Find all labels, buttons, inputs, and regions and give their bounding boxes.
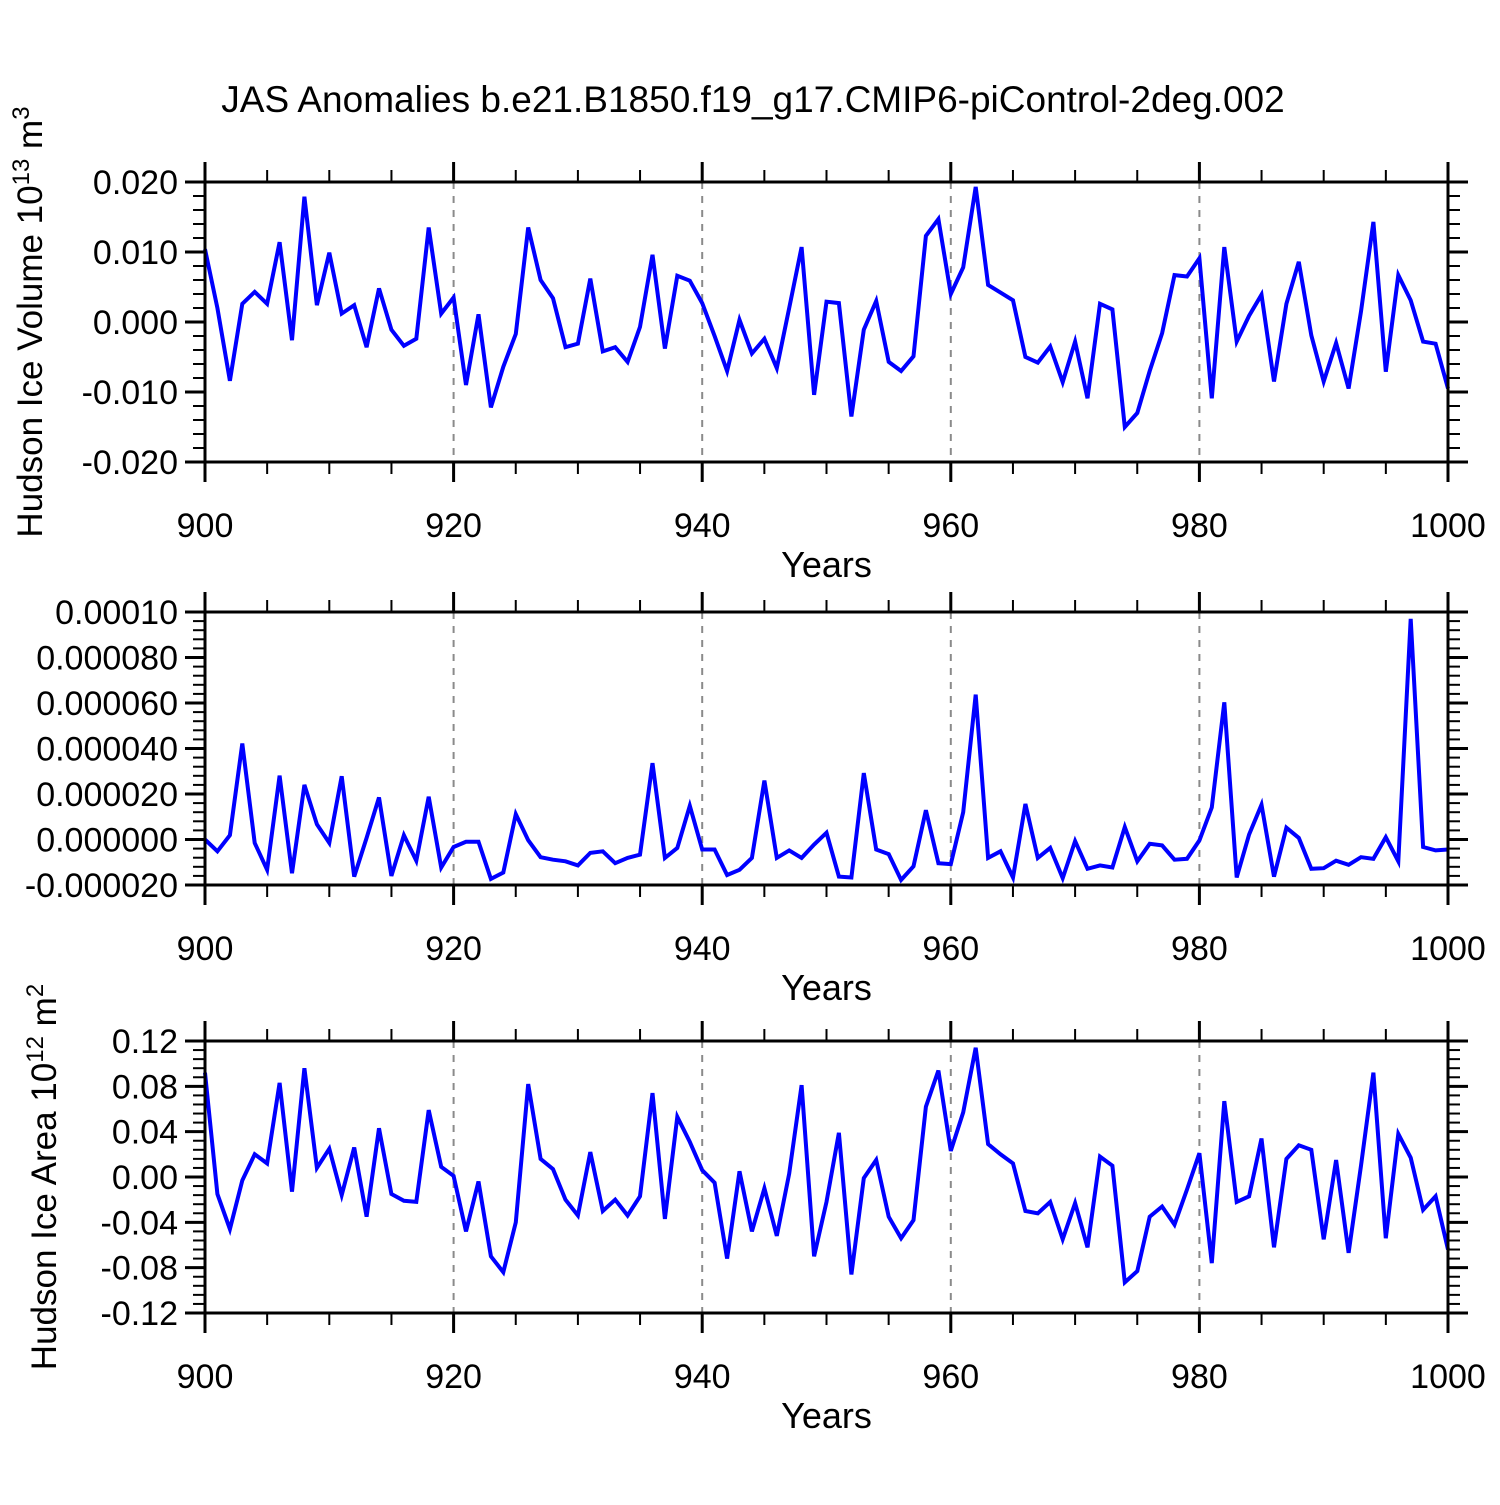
y-axis-title-area: Hudson Ice Area 1012 m2 [22, 984, 65, 1370]
y-tick-label: 0.000000 [36, 822, 178, 860]
chart-title: JAS Anomalies b.e21.B1850.f19_g17.CMIP6-… [221, 79, 1284, 120]
data-line [203, 186, 1450, 432]
y-axis-title-area-unit-exponent: 2 [22, 984, 49, 997]
y-tick-label: 0.020 [93, 164, 178, 202]
y-tick-label: 0.12 [112, 1023, 178, 1061]
axes-frame [203, 610, 1450, 887]
y-tick-label: -0.04 [101, 1204, 179, 1242]
axes-frame [203, 180, 1450, 464]
y-tick-label: -0.010 [82, 374, 178, 412]
y-axis-title-volume: Hudson Ice Volume 1013 m3 [8, 106, 51, 537]
x-tick-label: 960 [922, 507, 979, 545]
y-tick-label: -0.08 [101, 1250, 179, 1288]
x-axis-title: Years [781, 967, 872, 1008]
y-axis-title-volume-unit-exponent: 3 [8, 106, 35, 119]
data-line [203, 1047, 1450, 1287]
y-tick-label: -0.12 [101, 1295, 179, 1333]
panel-middle: 0.00010 0.000080 0.000060 0.000040 0.000020 0… [25, 592, 1486, 1008]
x-tick-label: 1000 [1410, 1358, 1486, 1396]
x-tick-label: 980 [1171, 507, 1228, 545]
x-tick-label: 920 [425, 930, 482, 968]
x-axis-title: Years [781, 1395, 872, 1436]
y-tick-label: -0.020 [82, 444, 178, 482]
y-tick-label: 0.000080 [36, 640, 178, 678]
y-tick-label: -0.000020 [25, 867, 178, 905]
x-tick-label: 920 [425, 1358, 482, 1396]
x-tick-label: 920 [425, 507, 482, 545]
y-tick-label: 0.08 [112, 1068, 178, 1106]
y-axis-title-volume-unit: m [11, 120, 50, 159]
x-tick-label: 1000 [1410, 507, 1486, 545]
y-axis-title-volume-exponent: 13 [8, 159, 35, 186]
x-tick-label: 1000 [1410, 930, 1486, 968]
x-tick-label: 980 [1171, 930, 1228, 968]
y-tick-label: 0.000 [93, 304, 178, 342]
x-tick-label: 900 [177, 930, 234, 968]
x-tick-label: 900 [177, 1358, 234, 1396]
y-axis-title-area-text: Hudson Ice Area 10 [25, 1063, 64, 1370]
y-tick-label: 0.00 [112, 1159, 178, 1197]
x-tick-label: 960 [922, 930, 979, 968]
x-tick-label: 980 [1171, 1358, 1228, 1396]
data-line [203, 618, 1449, 885]
x-tick-label: 960 [922, 1358, 979, 1396]
y-tick-label: 0.04 [112, 1114, 178, 1152]
y-axis-title-area-unit: m [25, 997, 64, 1036]
panel-area: 0.12 0.08 0.04 0.00 -0.04 -0.08 -0.12 900 920 940… [101, 1021, 1486, 1436]
x-tick-label: 940 [674, 1358, 731, 1396]
y-tick-label: 0.000040 [36, 731, 178, 769]
y-tick-label: 0.000060 [36, 685, 178, 723]
x-tick-label: 940 [674, 507, 731, 545]
panel-volume: 0.020 0.010 0.000 -0.010 -0.020 900 920 940 960 9… [82, 162, 1486, 585]
x-tick-label: 940 [674, 930, 731, 968]
y-tick-label: 0.000020 [36, 776, 178, 814]
y-axis-title-area-exponent: 12 [22, 1036, 49, 1063]
x-tick-label: 900 [177, 507, 234, 545]
y-axis-title-volume-text: Hudson Ice Volume 10 [11, 185, 50, 537]
axes-frame [203, 1039, 1450, 1315]
y-tick-label: 0.00010 [55, 594, 178, 632]
x-axis-title: Years [781, 544, 872, 585]
y-tick-label: 0.010 [93, 234, 178, 272]
